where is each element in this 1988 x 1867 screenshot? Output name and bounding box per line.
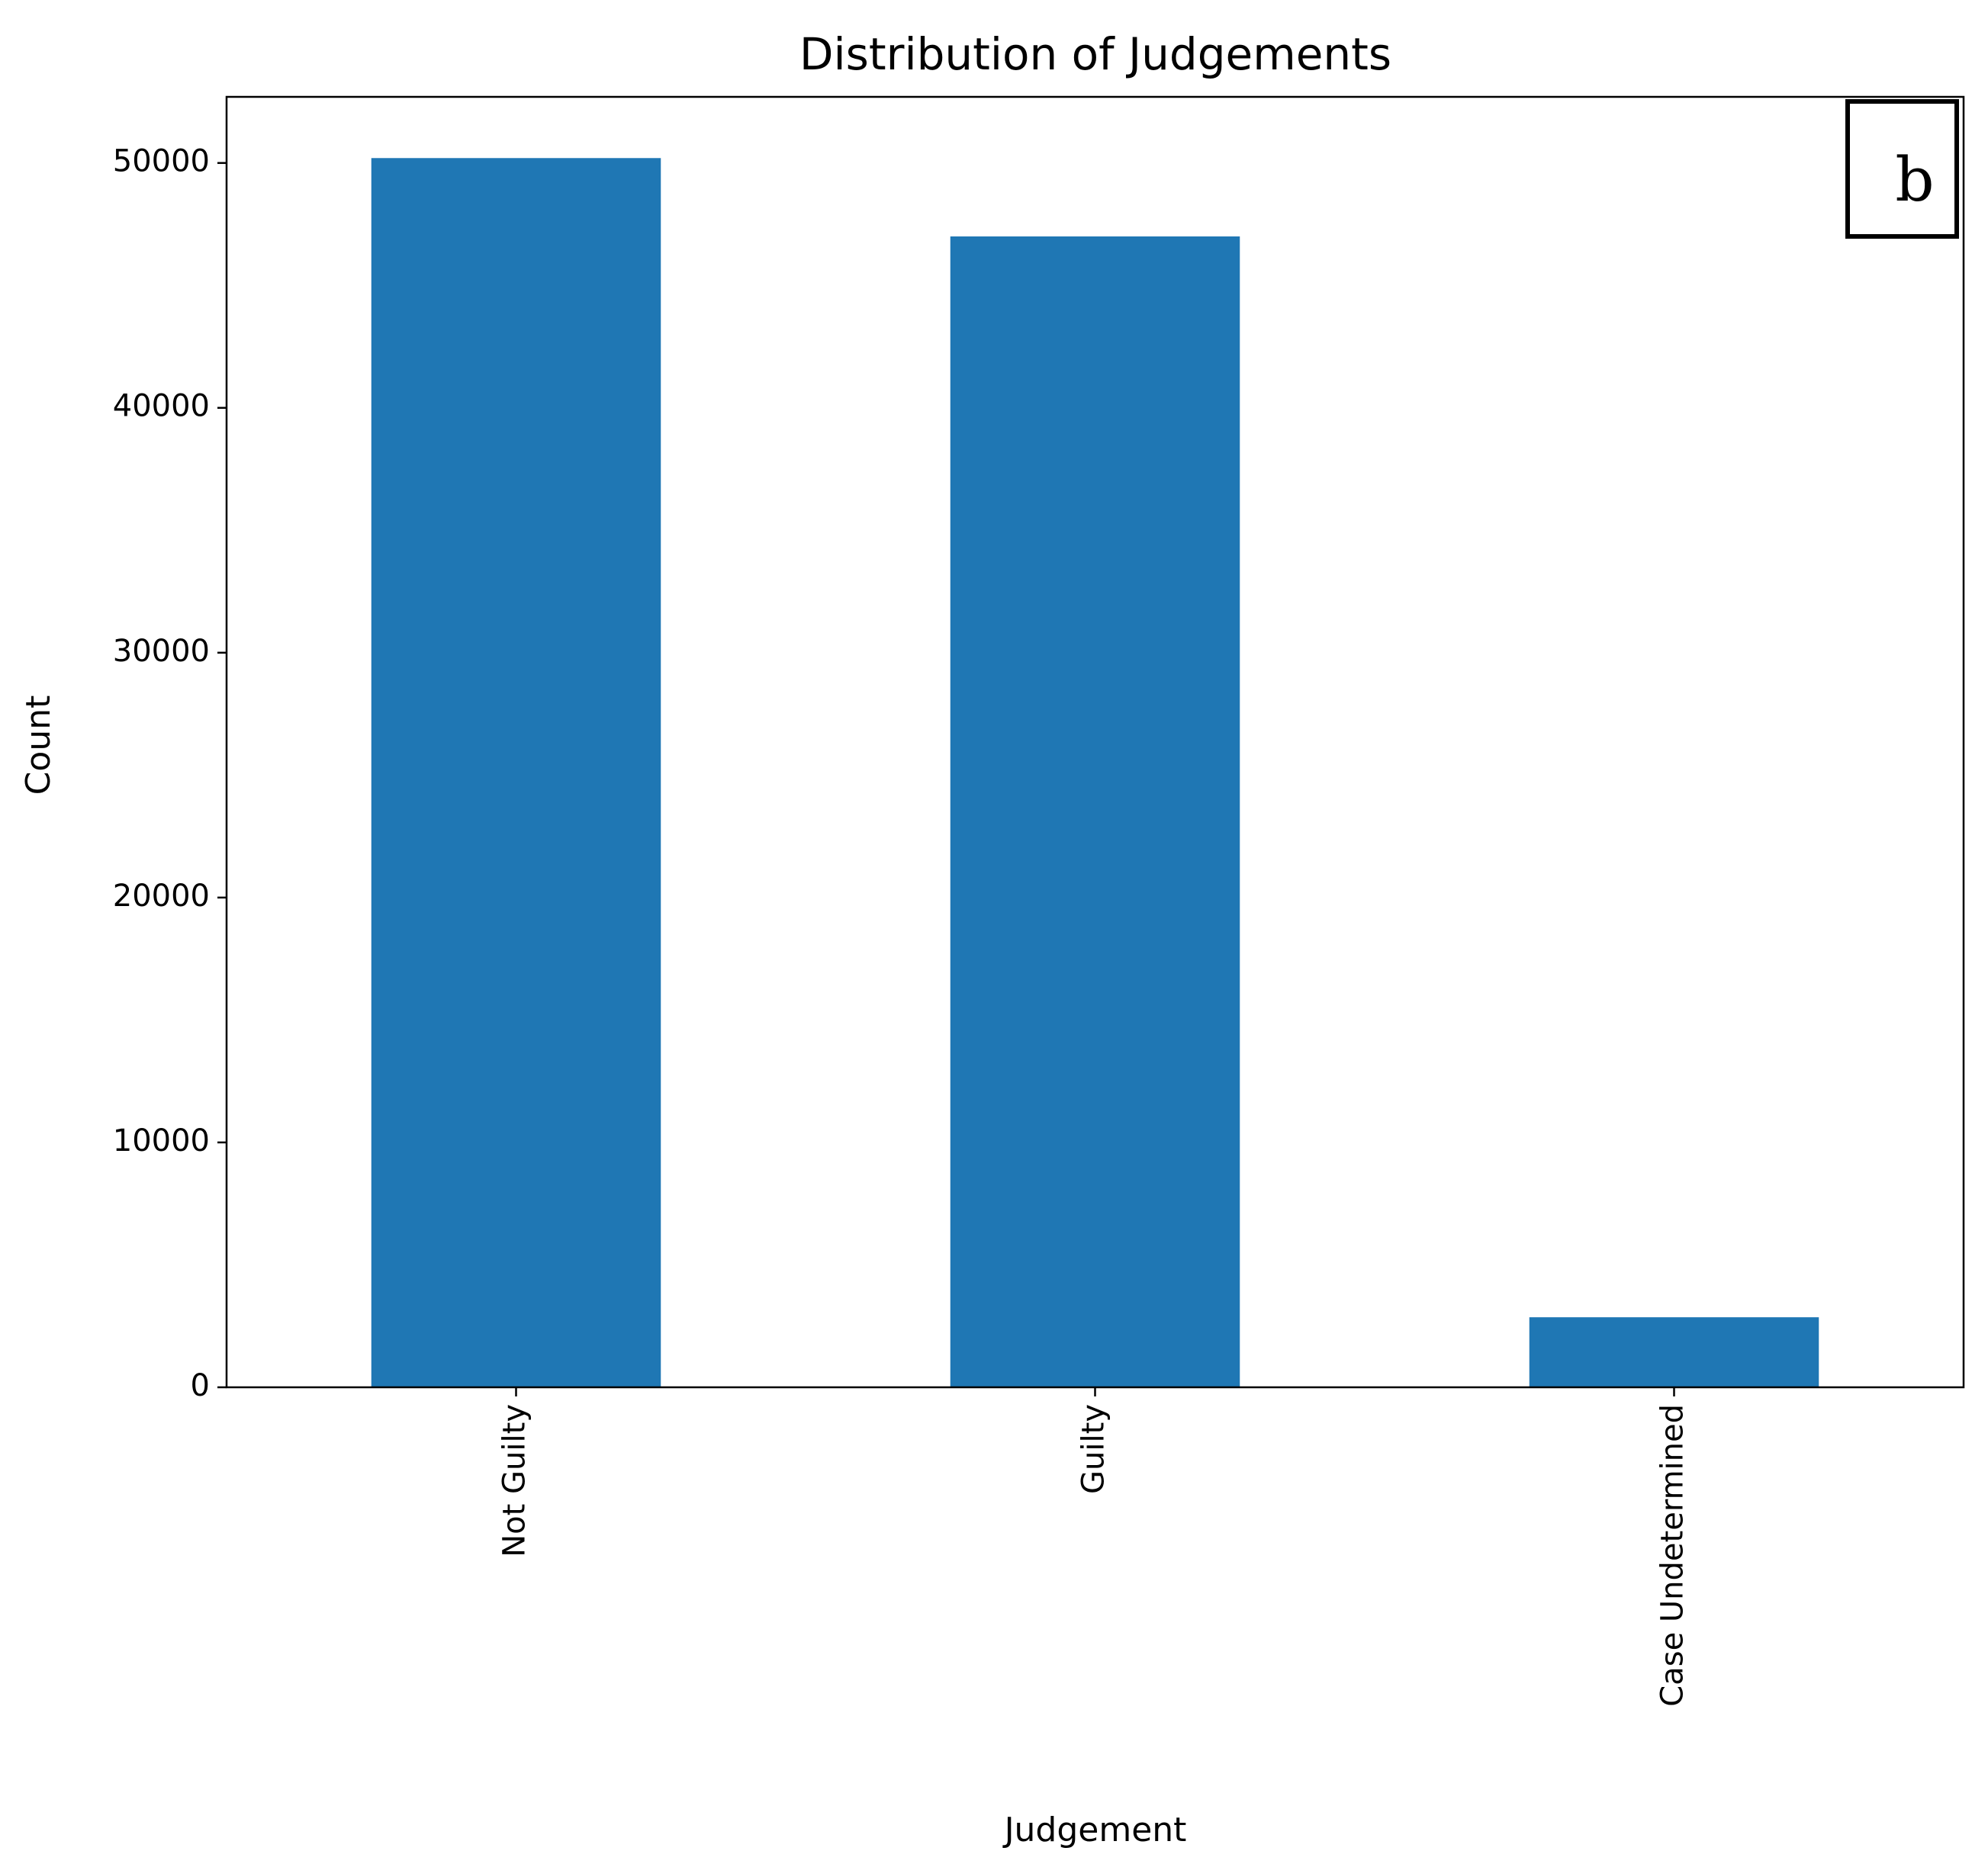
- annotation-box: [1845, 99, 1959, 239]
- y-tick-label: 30000: [113, 634, 210, 669]
- x-tick-label: Guilty: [1076, 1404, 1111, 1494]
- y-tick-label: 20000: [113, 879, 210, 914]
- bar: [950, 236, 1240, 1387]
- chart-title: Distribution of Judgements: [799, 28, 1391, 80]
- bar: [1529, 1317, 1819, 1387]
- annotation: b: [1895, 144, 1934, 215]
- y-tick-label: 40000: [113, 389, 210, 424]
- x-tick-label: Case Undetermined: [1655, 1404, 1690, 1707]
- y-tick-label: 50000: [113, 144, 210, 179]
- bar: [371, 158, 661, 1388]
- y-tick-label: 0: [191, 1368, 210, 1403]
- y-tick-label: 10000: [113, 1123, 210, 1158]
- x-tick-label: Not Guilty: [497, 1404, 532, 1557]
- x-axis-label: Judgement: [1002, 1811, 1187, 1849]
- plot-frame: [225, 95, 1965, 1389]
- y-axis-label: Count: [19, 696, 58, 795]
